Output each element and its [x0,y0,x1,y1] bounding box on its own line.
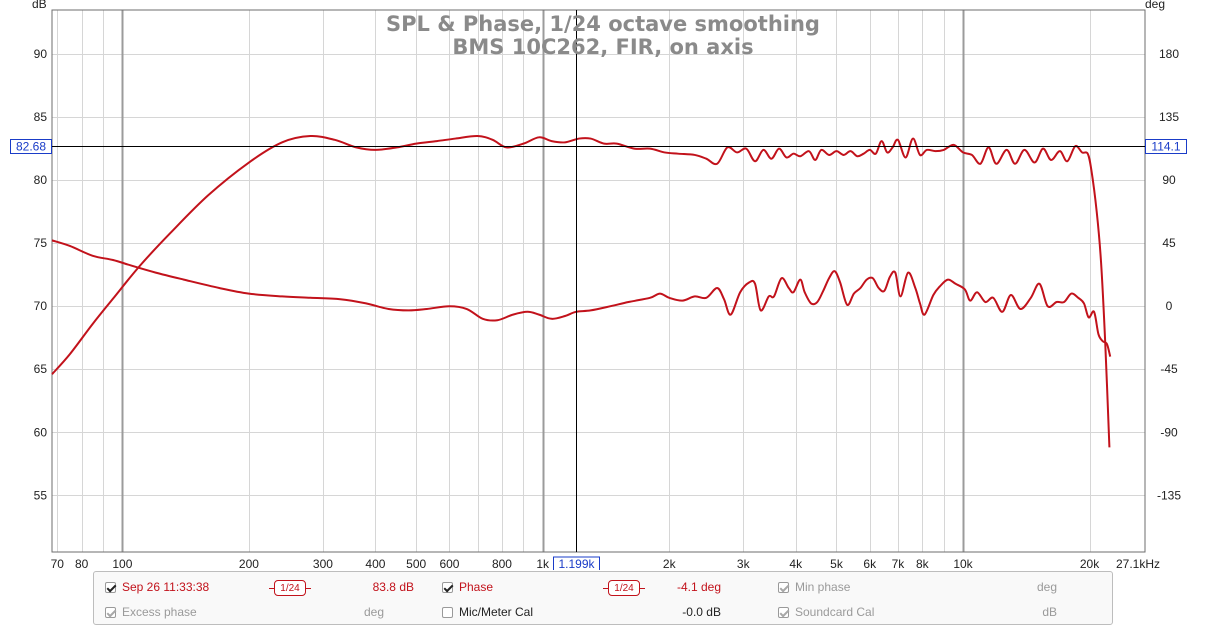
x-tick-label: 5k [830,557,844,570]
x-tick-label: 6k [863,557,877,570]
y-right-tick-label: -90 [1160,425,1178,439]
x-tick-label: 600 [439,557,459,570]
excess-phase-value: deg [363,605,384,619]
y-left-tick-label: 55 [34,488,48,502]
y-left-tick-label: 75 [34,236,48,250]
cursor-y-left-readout: 82.68 [16,140,46,154]
spl-phase-chart[interactable]: 82.68 114.1 1.199k 55 60 65 70 75 80 85 90 -135 -90… [0,0,1208,570]
x-end-label: 27.1kHz [1116,557,1160,570]
y-left-tick-label: 70 [34,299,48,313]
spl-checkbox[interactable] [105,581,116,593]
phase-smoothing-value: 1/24 [614,582,634,594]
mic-cal-label: Mic/Meter Cal [459,605,534,619]
x-tick-label: 4k [789,557,803,570]
x-tick-label: 80 [75,557,89,570]
cursor-x-readout: 1.199k [558,557,595,570]
spl-smoothing-value: 1/24 [280,582,300,594]
excess-phase-label: Excess phase [122,605,197,619]
y-left-tick-label: 80 [34,173,48,187]
y-right-tick-label: -135 [1157,488,1181,502]
spl-smoothing-badge[interactable]: 1/24 [269,580,311,596]
min-phase-checkbox[interactable] [778,581,789,593]
x-tick-label: 10k [953,557,973,570]
x-tick-label: 7k [892,557,906,570]
legend-item-phase[interactable]: Phase [442,580,493,594]
y-right-tick-label: 90 [1162,173,1176,187]
legend-item-min-phase[interactable]: Min phase [778,580,850,594]
min-phase-label: Min phase [795,580,851,594]
legend-panel: Sep 26 11:33:38 1/24 83.8 dB Phase 1/24 … [93,571,1113,625]
excess-phase-checkbox[interactable] [105,606,116,618]
cursor-y-right-readout-box [1145,139,1187,154]
cursor-x-readout-box [553,556,600,570]
plot-border [51,9,1146,553]
legend-item-excess-phase[interactable]: Excess phase [105,605,197,619]
axis-tick-labels: 55 60 65 70 75 80 85 90 -135 -90 -45 0 45 90 135 180 70 8… [34,47,1182,570]
y-right-tick-label: 180 [1159,47,1179,61]
x-tick-label: 400 [365,557,385,570]
soundcard-cal-value: dB [1042,605,1057,619]
phase-cursor-value: -4.1 deg [676,580,721,594]
x-tick-label: 2k [663,557,677,570]
soundcard-cal-label: Soundcard Cal [795,605,875,619]
chart-subtitle: BMS 10C262, FIR, on axis [452,35,753,59]
legend-item-spl[interactable]: Sep 26 11:33:38 [105,580,209,594]
grid-major-lines [121,10,965,552]
x-tick-label: 200 [239,557,259,570]
x-tick-label: 8k [916,557,930,570]
soundcard-cal-checkbox[interactable] [778,606,789,618]
series-layer [51,135,1112,448]
spl-cursor-value: 83.8 dB [372,580,414,594]
cursor-crosshair[interactable]: 82.68 114.1 1.199k [10,10,1187,570]
phase-trace-label: Phase [459,580,494,594]
x-tick-label: 800 [492,557,512,570]
x-tick-label: 70 [51,557,65,570]
y-left-tick-label: 60 [34,425,48,439]
y-right-unit: deg [1145,0,1165,11]
phase-smoothing-badge[interactable]: 1/24 [603,580,645,596]
legend-item-soundcard-cal[interactable]: Soundcard Cal [778,605,874,619]
chart-title: SPL & Phase, 1/24 octave smoothing [386,12,820,36]
mic-cal-checkbox[interactable] [442,606,453,618]
x-tick-label: 300 [313,557,333,570]
legend-item-mic-cal[interactable]: Mic/Meter Cal [442,605,533,619]
cursor-y-left-readout-box [10,139,52,154]
y-left-tick-label: 90 [34,47,48,61]
phase-checkbox[interactable] [442,581,453,593]
x-tick-label: 100 [112,557,132,570]
x-tick-label: 1k [536,557,550,570]
cursor-y-right-readout: 114.1 [1151,140,1180,154]
x-tick-label: 500 [406,557,426,570]
spl-trace-label: Sep 26 11:33:38 [122,580,210,594]
x-tick-label: 20k [1080,557,1100,570]
y-right-tick-label: 45 [1162,236,1176,250]
x-tick-label: 3k [737,557,751,570]
y-right-tick-label: 0 [1166,299,1173,313]
phase-trace [51,239,1112,357]
y-right-tick-label: 135 [1159,110,1179,124]
min-phase-value: deg [1036,580,1057,594]
y-left-unit: dB [32,0,47,11]
mic-cal-value: -0.0 dB [682,605,721,619]
y-left-tick-label: 65 [34,362,48,376]
y-left-tick-label: 85 [34,110,48,124]
spl-trace [51,135,1111,448]
y-right-tick-label: -45 [1160,362,1178,376]
